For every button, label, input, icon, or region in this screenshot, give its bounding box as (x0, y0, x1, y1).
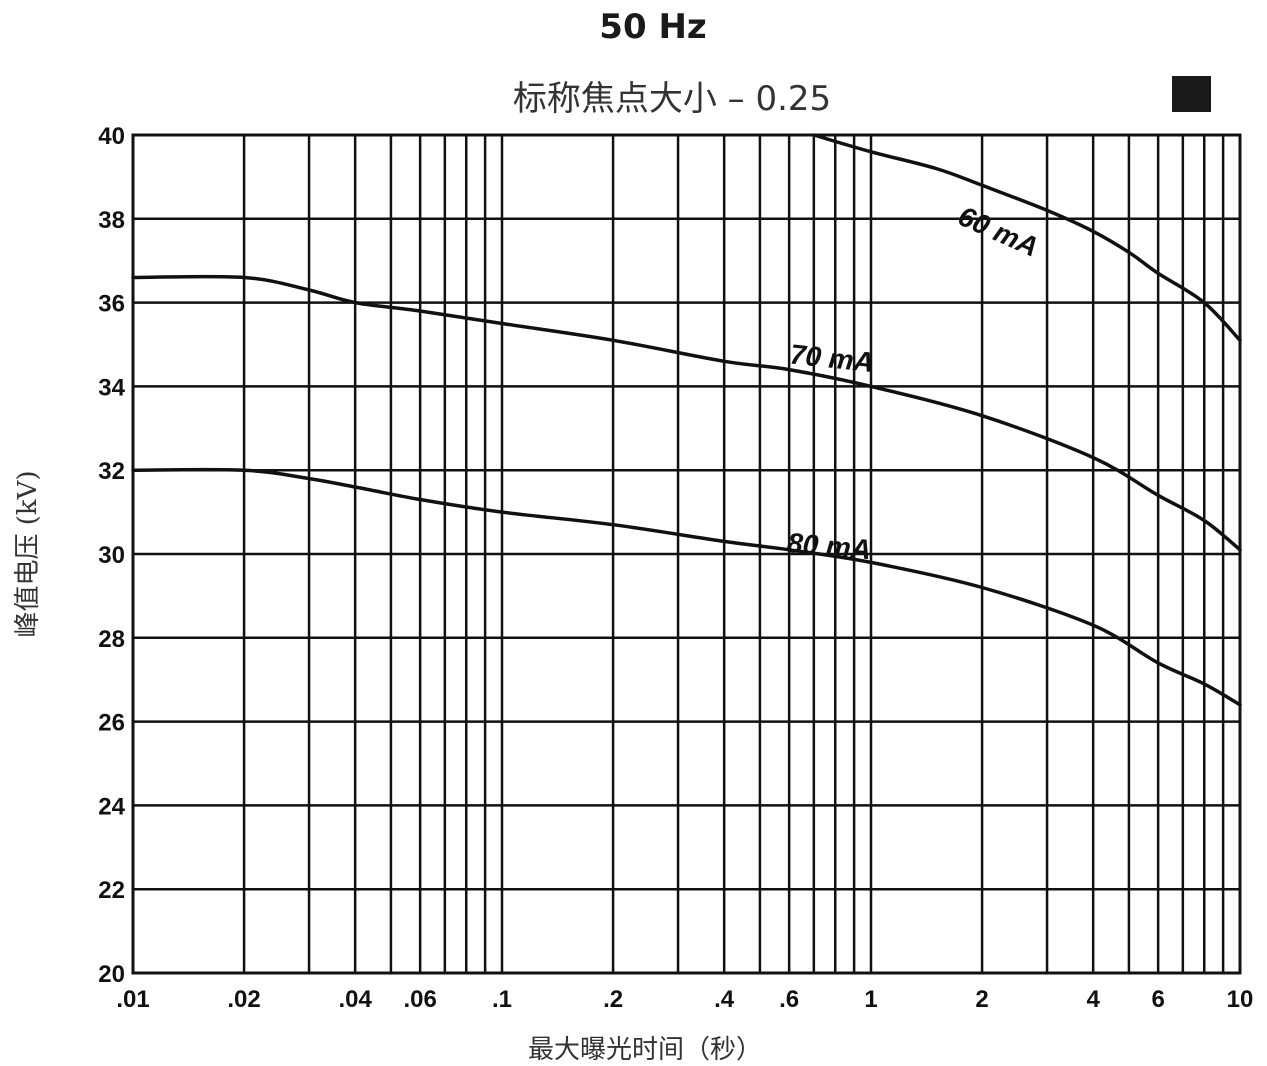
y-tick-label: 24 (98, 793, 125, 820)
y-tick-label: 36 (98, 291, 125, 318)
x-tick-label: 10 (1227, 986, 1254, 1013)
x-tick-label: .6 (779, 986, 799, 1013)
x-tick-label: .1 (492, 986, 512, 1013)
x-tick-label: 6 (1151, 986, 1164, 1013)
x-tick-label: .02 (227, 986, 260, 1013)
chart-title: 50 Hz (599, 7, 706, 47)
y-tick-label: 38 (98, 207, 125, 234)
series-line-2 (131, 274, 1242, 552)
y-tick-label: 34 (98, 374, 125, 401)
plot-frame (131, 133, 1242, 975)
y-tick-label: 20 (98, 961, 125, 988)
series-line-1 (812, 133, 1242, 343)
x-tick-label: 2 (975, 986, 988, 1013)
y-tick-label: 32 (98, 458, 125, 485)
y-tick-label: 30 (98, 542, 125, 569)
chart-subtitle: 标称焦点大小 – 0.25 (513, 79, 831, 119)
x-tick-label: .04 (338, 986, 372, 1013)
tick-labels: .01.02.04.06.1.2.4.6 1 2 4 6 1020222426283032… (98, 123, 1253, 1013)
y-axis-title: 峰值电压 (kV) (13, 470, 43, 637)
x-axis-title: 最大曝光时间（秒） (528, 1035, 762, 1065)
x-tick-label: .01 (116, 986, 149, 1013)
x-tick-label: .06 (403, 986, 436, 1013)
x-tick-label: .2 (603, 986, 623, 1013)
x-tick-label: 1 (864, 986, 877, 1013)
grid (133, 135, 1240, 973)
y-tick-label: 26 (98, 710, 125, 737)
y-tick-label: 40 (98, 123, 125, 150)
y-tick-label: 28 (98, 626, 125, 653)
series-label-3: 80 mA (786, 527, 872, 565)
legend-marker-square (1172, 76, 1211, 112)
x-tick-label: 4 (1086, 986, 1100, 1013)
y-tick-label: 22 (98, 877, 125, 904)
x-tick-label: .4 (714, 986, 735, 1013)
curves (131, 133, 1242, 707)
series-line-3 (131, 467, 1242, 707)
series-label-1: 60 mA (954, 200, 1043, 263)
